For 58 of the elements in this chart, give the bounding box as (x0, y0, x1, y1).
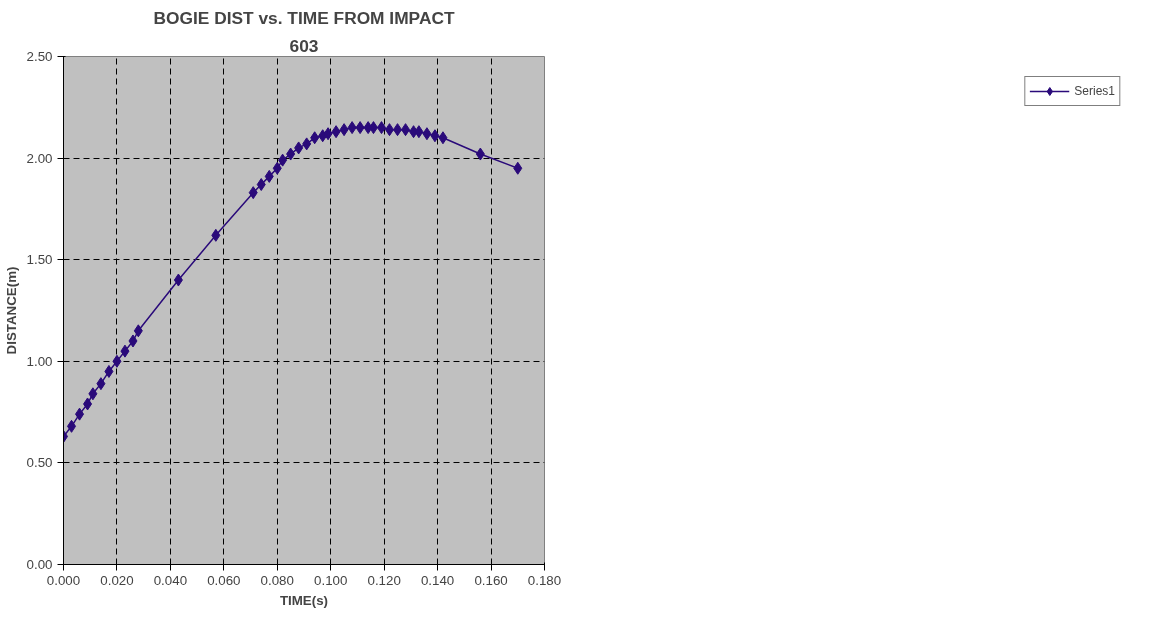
point (302, 137, 312, 151)
x-axis-title: TIME(s) (279, 592, 329, 608)
point (513, 161, 523, 175)
point (248, 186, 258, 200)
point (286, 147, 296, 161)
point (323, 127, 333, 141)
point (331, 125, 341, 139)
y-axis-title: DISTANCE(m) (3, 266, 19, 355)
point (393, 123, 403, 137)
point (264, 169, 274, 183)
y-tick-label: 2.00 (26, 150, 53, 166)
point (355, 121, 365, 135)
x-tick-label: 0.080 (260, 572, 294, 588)
y-tick-label: 1.00 (26, 353, 53, 369)
chart-subtitle: 603 (289, 35, 319, 56)
point (272, 161, 282, 175)
point (112, 354, 122, 368)
point (368, 121, 378, 135)
y-tick-label: 1.50 (26, 252, 53, 268)
point (133, 324, 143, 338)
point (104, 364, 114, 378)
point (376, 121, 386, 135)
point (96, 377, 106, 391)
point (475, 147, 485, 161)
point (438, 131, 448, 145)
point (385, 123, 395, 137)
chart-title: BOGIE DIST vs. TIME FROM IMPACT (153, 7, 455, 28)
point (173, 273, 183, 287)
point (294, 141, 304, 155)
point (256, 178, 266, 192)
y-tick-label: 0.50 (26, 455, 53, 471)
x-tick-label: 0.040 (153, 572, 188, 588)
point (347, 121, 357, 135)
x-tick-label: 0.000 (46, 572, 81, 588)
point (88, 387, 98, 401)
point (401, 123, 411, 137)
y-tick-label: 2.50 (26, 49, 53, 64)
x-tick-label: 0.120 (367, 572, 401, 588)
point (339, 123, 349, 137)
point (75, 407, 85, 421)
x-tick-label: 0.100 (314, 572, 348, 588)
x-tick-label: 0.160 (474, 572, 508, 588)
point (422, 127, 432, 141)
point (67, 419, 77, 433)
x-tick-label: 0.020 (100, 572, 134, 588)
legend-label: Series1 (1074, 84, 1115, 98)
point (414, 125, 424, 139)
x-tick-label: 0.180 (527, 572, 562, 588)
x-tick-label: 0.060 (207, 572, 241, 588)
point (211, 228, 221, 242)
point (278, 153, 288, 167)
y-tick-label: 0.00 (26, 557, 53, 572)
x-tick-label: 0.140 (420, 572, 455, 588)
point (430, 129, 440, 143)
point (310, 131, 320, 145)
point (128, 334, 138, 348)
point (120, 344, 130, 358)
point (83, 397, 93, 411)
